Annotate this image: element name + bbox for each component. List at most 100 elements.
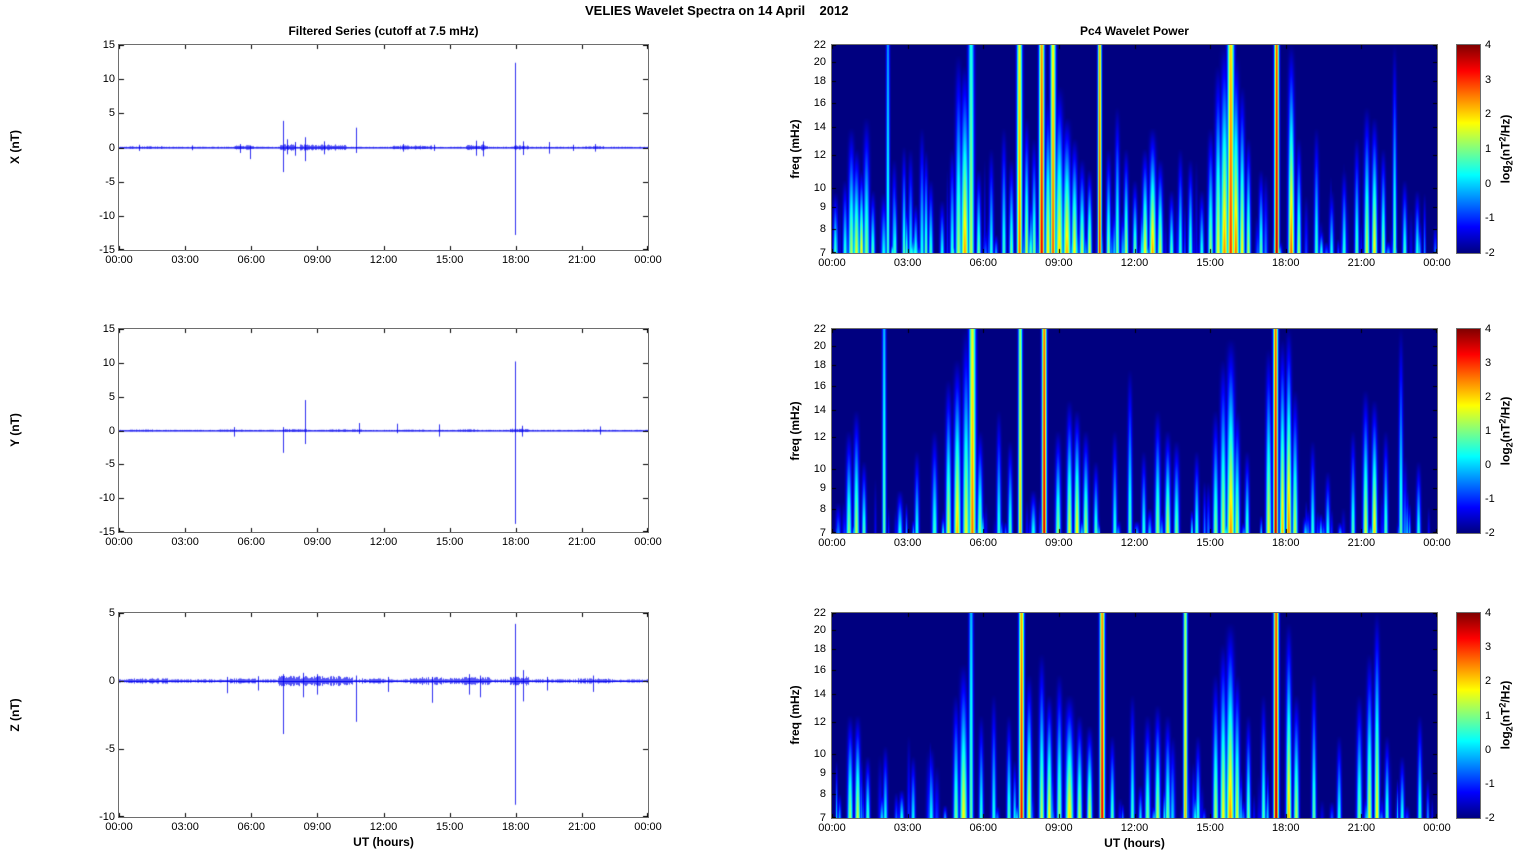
z-series-x-tick-label: 06:00 [237,821,266,833]
cb-label-sup: 2 [1497,136,1508,142]
z-spec-freq-tick-label: 16 [813,664,826,676]
right-xaxis-label: UT (hours) [1104,836,1165,850]
y-spec-x-tick-label: 06:00 [969,537,998,549]
z-spectrogram-xaxis-ticks: 00:00 03:00 06:00 09:00 12:00 15:00 18:00 21:00… [818,822,1451,836]
y-colorbar-tick-label: 3 [1485,356,1492,369]
y-colorbar-tick-label: -1 [1485,493,1495,505]
x-spectrogram-plot [831,44,1438,254]
y-series-x-tick-label: 21:00 [568,536,596,548]
y-spec-freq-tick-label: 18 [813,358,826,371]
y-series-yaxis-ticks: 15 10 5 0 -5 -10 -15 [69,323,115,538]
y-spectrogram-xaxis-ticks: 00:00 03:00 06:00 09:00 12:00 15:00 18:00 21:00… [818,537,1451,551]
cb-label-mid: (nT [1498,707,1513,727]
left-column-title: Filtered Series (cutoff at 7.5 mHz) [288,24,479,38]
y-spec-freq-tick-label: 14 [813,403,826,416]
x-series-y-tick-label: 15 [102,39,115,51]
x-spec-x-tick-label: 18:00 [1271,257,1300,269]
x-series-x-tick-label: 12:00 [369,254,398,266]
z-series-x-tick-label: 18:00 [501,821,530,833]
y-series-x-tick-label: 00:00 [634,536,662,548]
x-series-y-tick-label: 0 [108,141,115,154]
z-colorbar-ticks: 4 3 2 1 0 -1 -2 [1485,607,1515,824]
y-spectrogram-plot [831,328,1438,534]
x-spec-x-tick-label: 03:00 [893,257,922,269]
y-spec-freq-tick-label: 20 [813,339,826,352]
z-spec-freq-tick-label: 14 [813,687,826,700]
y-series-y-tick-label: 0 [108,424,115,437]
cb-label-sub: 2 [1504,442,1515,448]
x-series-y-tick-label: -5 [105,175,115,188]
x-colorbar-tick-label: 0 [1485,177,1492,190]
x-series-plot [118,44,649,251]
y-series-x-tick-label: 18:00 [501,536,530,548]
x-colorbar-label: log2(nT2/Hz) [1498,115,1515,184]
x-series-x-tick-label: 00:00 [105,254,133,266]
cb-label-mid: (nT [1498,423,1513,443]
z-spec-freq-tick-label: 9 [819,767,826,779]
x-spec-freq-tick-label: 14 [813,121,826,134]
z-spectrogram-ylabel: freq (mHz) [788,685,802,745]
y-series-ylabel: Y (nT) [8,413,22,447]
x-series-y-tick-label: -15 [99,244,115,256]
x-spec-x-tick-label: 09:00 [1045,257,1073,269]
z-colorbar-tick-label: 2 [1485,675,1492,688]
x-spec-x-tick-label: 00:00 [818,257,846,269]
x-series-x-tick-label: 06:00 [237,254,266,266]
z-spec-freq-tick-label: 7 [819,812,826,824]
x-series-y-tick-label: 10 [102,73,115,86]
z-colorbar-tick-label: -1 [1485,777,1495,790]
x-colorbar-ticks: 4 3 2 1 0 -1 -2 [1485,39,1515,259]
z-spec-x-tick-label: 03:00 [893,822,922,834]
y-colorbar-ticks: 4 3 2 1 0 -1 -2 [1485,323,1515,539]
y-spec-freq-tick-label: 10 [813,463,826,476]
y-series-xaxis-ticks: 00:00 03:00 06:00 09:00 12:00 15:00 18:00 21:00… [105,536,662,550]
x-series-x-tick-label: 18:00 [501,254,530,266]
z-spec-x-tick-label: 00:00 [818,822,846,834]
y-colorbar-tick-label: 0 [1485,458,1492,471]
x-spec-freq-tick-label: 20 [813,56,826,69]
x-spec-freq-tick-label: 8 [819,222,826,235]
y-colorbar-tick-label: 2 [1485,390,1492,403]
x-series-y-tick-label: 5 [108,107,115,120]
y-spec-freq-tick-label: 12 [813,430,826,443]
y-series-y-tick-label: -10 [99,492,115,505]
z-colorbar-tick-label: 0 [1485,743,1492,756]
y-spec-x-tick-label: 03:00 [893,537,922,549]
cb-label-post: /Hz) [1498,396,1513,419]
x-spec-freq-tick-label: 18 [813,75,826,88]
y-series-plot [118,328,649,533]
x-spec-x-tick-label: 12:00 [1120,257,1149,269]
y-spec-freq-tick-label: 9 [819,482,826,495]
y-spec-x-tick-label: 12:00 [1120,537,1149,549]
z-spec-freq-tick-label: 20 [813,624,826,637]
x-spectrogram-canvas [832,45,1437,253]
cb-label-sub: 2 [1504,160,1515,166]
z-series-y-tick-label: -10 [99,811,115,823]
y-series-y-tick-label: 15 [102,323,115,335]
z-colorbar-tick-label: -2 [1485,812,1495,824]
cb-label-sup: 2 [1497,418,1508,424]
y-series-y-tick-label: -5 [105,458,115,471]
left-xaxis-label: UT (hours) [353,835,414,849]
x-series-x-tick-label: 00:00 [634,254,662,266]
x-spectrogram-xaxis-ticks: 00:00 03:00 06:00 09:00 12:00 15:00 18:00 21:00… [818,257,1451,271]
z-series-canvas [119,613,648,817]
cb-label-post: /Hz) [1498,680,1513,703]
y-series-y-tick-label: -15 [99,526,115,538]
y-series-x-tick-label: 12:00 [369,536,398,548]
x-colorbar-tick-label: -1 [1485,212,1495,225]
x-colorbar-tick-label: 4 [1485,39,1492,51]
cb-label-sub: 2 [1504,726,1515,732]
y-spec-freq-tick-label: 8 [819,503,826,516]
x-series-x-tick-label: 21:00 [568,254,596,266]
z-spec-x-tick-label: 09:00 [1045,822,1073,834]
x-colorbar-tick-label: 2 [1485,108,1492,121]
y-spec-freq-tick-label: 16 [813,379,826,392]
y-spec-x-tick-label: 00:00 [818,537,846,549]
y-spec-freq-tick-label: 22 [813,323,826,335]
z-spectrogram-freq-ticks: 22 20 18 16 14 12 10 9 8 7 [780,607,826,824]
x-spec-x-tick-label: 15:00 [1196,257,1224,269]
z-colorbar-tick-label: 1 [1485,709,1492,722]
y-colorbar-tick-label: -2 [1485,527,1495,539]
